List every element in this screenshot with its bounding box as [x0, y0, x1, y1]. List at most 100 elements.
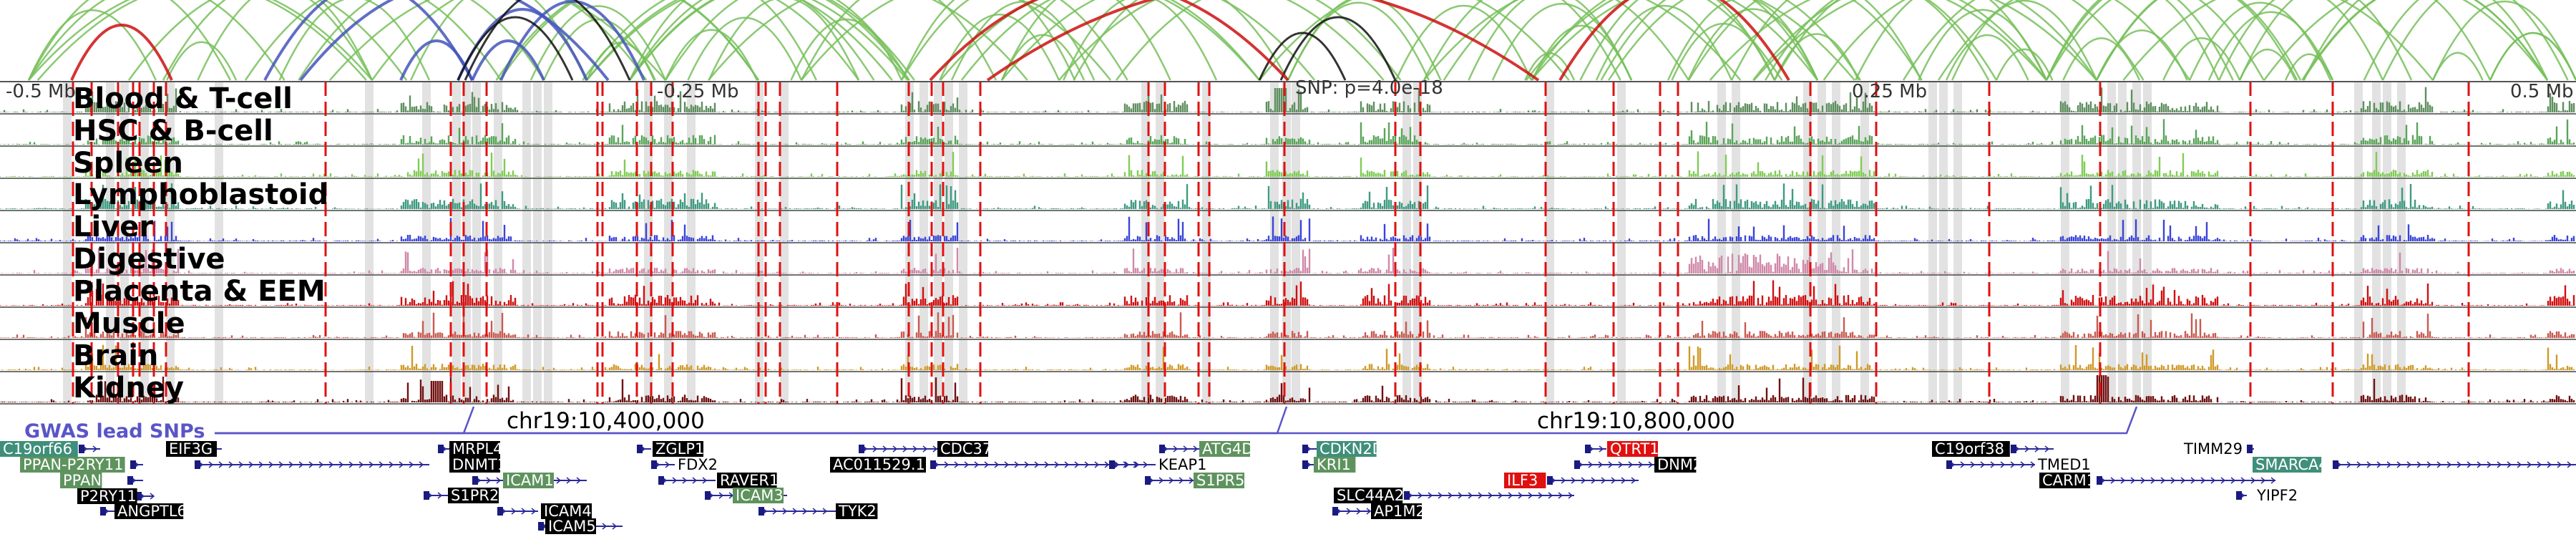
gene-strand-arrow [2527, 461, 2532, 468]
gene-strand-arrow [2477, 461, 2482, 468]
gene-strand-arrow [486, 477, 492, 484]
loop-arc-black [1258, 32, 1347, 81]
loop-arc-green [664, 29, 758, 81]
gene-strand-arrow [1581, 477, 1586, 484]
loop-arc-green [1995, 48, 2054, 81]
gene-strand-arrow [682, 477, 688, 484]
gene-label-qtrt1: QTRT1 [1610, 440, 1659, 458]
gene-label-bg [1504, 473, 1546, 488]
loop-arc-green [1491, 3, 1633, 81]
gene-strand-arrow [872, 445, 878, 453]
gene-strand-arrow [399, 461, 404, 468]
gene-exon [1109, 460, 1115, 469]
gene-strand-arrow [2000, 461, 2006, 468]
gene-strand-arrow [2270, 477, 2276, 484]
loop-arc-green [586, 0, 909, 81]
loop-arc-green [1902, 0, 2145, 81]
gene-exon [424, 491, 429, 500]
gene-label-bg [2253, 457, 2322, 473]
loop-arc-green [2095, 0, 2298, 81]
signal-track-1 [0, 119, 2575, 145]
gene-exon [130, 460, 136, 469]
gene-strand-arrow [812, 508, 818, 515]
gene-label-mrpl4: MRPL4 [452, 440, 502, 458]
gene-label-bg [2035, 457, 2086, 473]
gene-label-bg [1371, 503, 1422, 519]
loop-arc-green [2122, 0, 2434, 81]
gene-label-bg [733, 488, 784, 503]
loop-arc-blue [299, 0, 610, 82]
track-label-liver: Liver [73, 211, 153, 243]
gene-strand-arrow [1346, 508, 1352, 515]
loop-arc-green [960, 0, 1260, 81]
gene-strand-arrow [892, 445, 898, 453]
gene-label-kri1: KRI1 [1317, 456, 1351, 473]
gene-exon [658, 476, 664, 485]
gene-strand-arrow [1169, 477, 1174, 484]
gene-strand-arrow [389, 461, 394, 468]
axis-label-mid-left: -0.25 Mb [657, 81, 738, 102]
gene-strand-arrow [2356, 461, 2362, 468]
gene-strand-arrow [994, 461, 1000, 468]
gene-strand-arrow [1548, 492, 1553, 499]
gene-strand-arrow [602, 523, 608, 530]
gene-strand-arrow [1468, 492, 1473, 499]
gene-exon [2236, 491, 2242, 500]
signal-track-3 [0, 183, 2575, 209]
gene-strand-arrow [2557, 461, 2562, 468]
gene-label-bg [1654, 457, 1697, 473]
gene-label-s1pr5: S1PR5 [1196, 472, 1244, 489]
gene-label-bg [545, 518, 596, 534]
gene-strand-arrow [1458, 492, 1463, 499]
loop-arc-green [2381, 0, 2569, 81]
track-label-placenta-eem: Placenta & EEM [73, 275, 326, 308]
loop-arc-green [2045, 0, 2234, 81]
track-label-digestive: Digestive [73, 243, 225, 276]
gene-label-p2ry11: P2RY11 [80, 488, 137, 505]
gene-strand-arrow [718, 492, 724, 499]
gene-strand-arrow [2150, 477, 2156, 484]
gene-strand-arrow [348, 461, 354, 468]
axis-label-snp: SNP: p=4.0e-18 [1295, 77, 1443, 99]
gene-strand-arrow [566, 477, 572, 484]
gene-strand-arrow [2446, 461, 2452, 468]
gene-annotations: C19orf66 EIF3G PPAN-P2RY11PPANP2RY11ANGPTL… [0, 440, 2576, 535]
loop-arc-green [166, 41, 238, 81]
gene-strand-arrow [1183, 445, 1189, 453]
gene-label-bg [1194, 473, 1244, 488]
signal-track-0 [0, 87, 2575, 112]
gene-strand-arrow [2507, 461, 2512, 468]
gene-label-yipf2: YIPF2 [2256, 487, 2298, 504]
gene-strand-arrow [379, 461, 384, 468]
gene-label-bg [448, 488, 499, 503]
gene-strand-arrow [1366, 508, 1372, 515]
loop-arc-green [2218, 0, 2384, 81]
gene-strand-arrow [576, 477, 582, 484]
loop-arc-green [1115, 0, 1402, 81]
loop-arc-green [1687, 0, 1923, 81]
gene-strand-arrow [1193, 445, 1199, 453]
gene-strand-arrow [1611, 477, 1616, 484]
loop-arc-green [1753, 0, 2097, 81]
gene-label-ac011529-1: AC011529.1 [833, 456, 925, 473]
gene-strand-arrow [2567, 461, 2572, 468]
gene-strand-arrow [1598, 461, 1604, 468]
loop-arcs [27, 0, 2576, 82]
loop-arc-black [457, 16, 574, 81]
gene-strand-arrow [2386, 461, 2392, 468]
loop-arc-green [2045, 0, 2265, 81]
loop-arc-green [36, 0, 373, 81]
gene-exon [438, 445, 444, 453]
gene-strand-arrow [964, 461, 970, 468]
loop-arc-blue [499, 0, 645, 81]
loop-arc-green [2238, 49, 2297, 81]
loop-arc-green [2302, 0, 2549, 81]
gene-strand-arrow [2130, 477, 2136, 484]
axis-label-mid-right: 0.25 Mb [1852, 81, 1927, 102]
gene-strand-arrow [902, 445, 908, 453]
gene-label-bg [1156, 457, 1206, 473]
gene-label-bg [60, 473, 102, 488]
loop-arc-green [1945, 34, 2029, 81]
gene-label-fdx2: FDX2 [678, 456, 718, 473]
gene-exon [1946, 460, 1952, 469]
